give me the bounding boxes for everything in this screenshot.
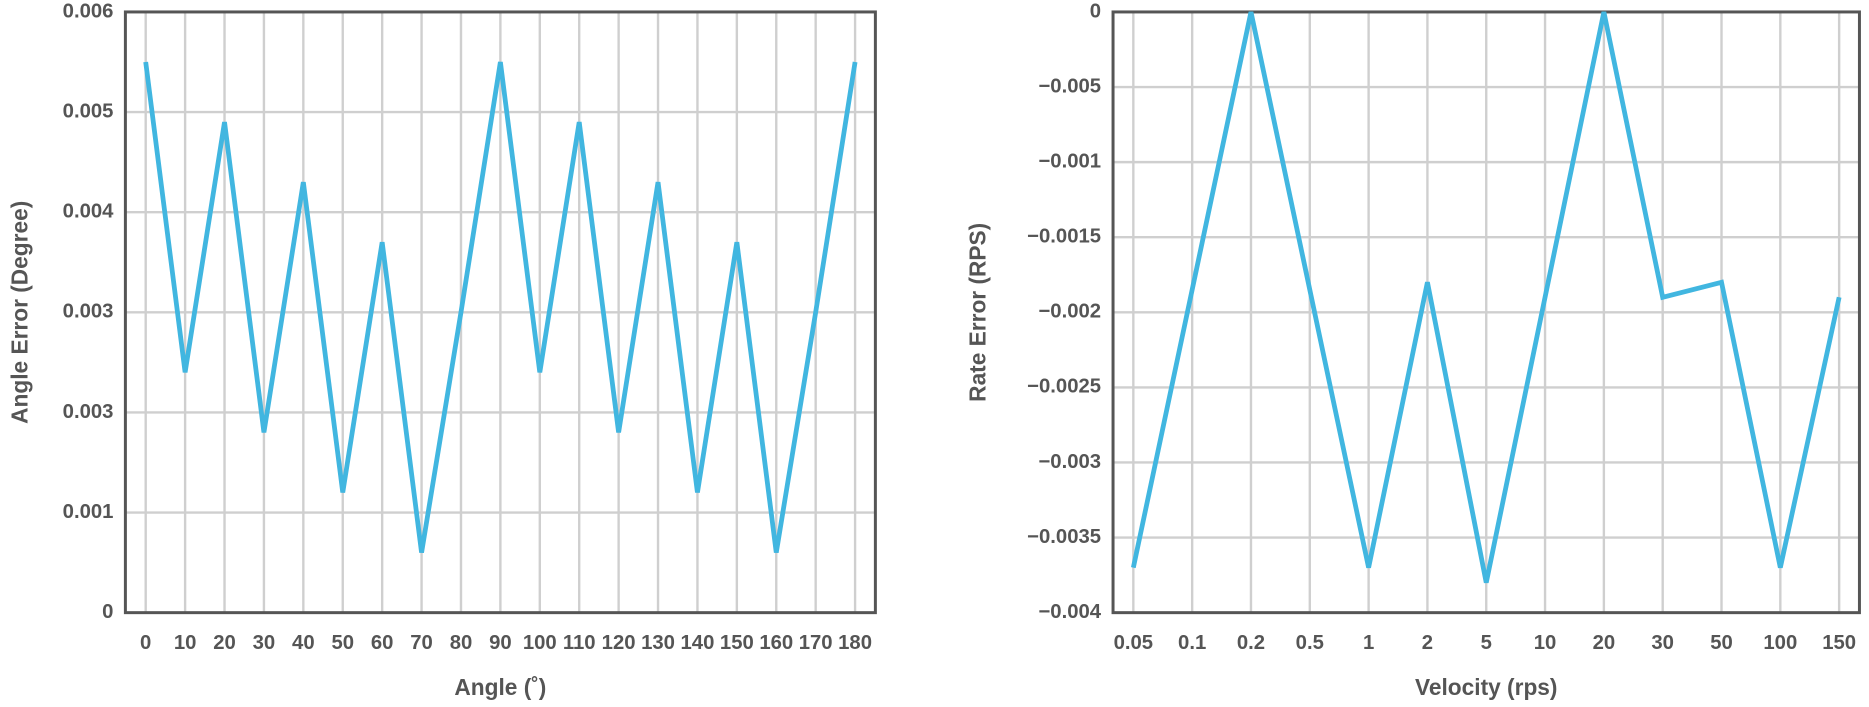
data-line xyxy=(1131,11,1842,584)
x-tick-label: 0 xyxy=(140,632,151,654)
x-tick-label: 110 xyxy=(563,632,596,654)
y-tick-label: 0.006 xyxy=(63,0,114,22)
x-tick-label: 0.2 xyxy=(1237,632,1265,654)
x-tick-label: 150 xyxy=(720,632,754,654)
y-tick-label: −0.005 xyxy=(1038,75,1101,97)
x-tick-label: 10 xyxy=(174,632,197,654)
y-tick-label: 0.003 xyxy=(63,301,114,323)
plot-border xyxy=(1111,10,1861,615)
x-tick-label: 30 xyxy=(253,632,276,654)
x-tick-label: 100 xyxy=(523,632,557,654)
x-tick-label: 120 xyxy=(602,632,636,654)
x-tick-label: 20 xyxy=(213,632,236,654)
y-tick-label: −0.0025 xyxy=(1027,376,1101,398)
x-tick-label: 0.05 xyxy=(1114,632,1154,654)
y-tick-label: 0 xyxy=(102,601,113,623)
x-tick-label: 1 xyxy=(1363,632,1374,654)
y-tick-label: 0 xyxy=(1090,0,1101,22)
x-tick-label: 160 xyxy=(759,632,793,654)
x-tick-label: 5 xyxy=(1481,632,1492,654)
x-tick-label: 130 xyxy=(641,632,675,654)
data-line xyxy=(143,61,858,553)
x-tick-label: 150 xyxy=(1822,632,1856,654)
x-tick-label: 20 xyxy=(1593,632,1616,654)
x-tick-label: 10 xyxy=(1534,632,1557,654)
plot-border xyxy=(123,10,877,615)
x-tick-label: 40 xyxy=(292,632,315,654)
x-tick-label: 140 xyxy=(681,632,715,654)
y-tick-label: −0.0035 xyxy=(1027,526,1101,548)
y-tick-label: 0.003 xyxy=(63,401,114,423)
x-tick-label: 50 xyxy=(331,632,354,654)
y-axis-label: Angle Error (Degree) xyxy=(6,201,32,424)
y-tick-label: 0.005 xyxy=(63,100,114,122)
x-tick-label: 100 xyxy=(1763,632,1797,654)
x-tick-label: 0.5 xyxy=(1296,632,1324,654)
y-tick-label: 0.004 xyxy=(63,201,115,223)
y-tick-label: 0.001 xyxy=(63,501,114,523)
x-tick-label: 0.1 xyxy=(1178,632,1206,654)
x-tick-label: 80 xyxy=(450,632,473,654)
x-tick-label: 60 xyxy=(371,632,394,654)
y-tick-label: −0.003 xyxy=(1038,451,1101,473)
y-tick-label: −0.004 xyxy=(1038,601,1101,623)
y-tick-label: −0.002 xyxy=(1038,301,1101,323)
x-tick-label: 70 xyxy=(410,632,433,654)
x-tick-label: 30 xyxy=(1651,632,1674,654)
x-tick-label: 180 xyxy=(838,632,872,654)
y-tick-label: −0.001 xyxy=(1038,150,1101,172)
y-axis-label: Rate Error (RPS) xyxy=(964,223,990,402)
x-axis-label: Angle (˚) xyxy=(454,674,546,700)
x-tick-label: 170 xyxy=(799,632,833,654)
x-tick-label: 2 xyxy=(1422,632,1433,654)
y-tick-label: −0.0015 xyxy=(1027,226,1101,248)
x-tick-label: 90 xyxy=(489,632,512,654)
x-axis-label: Velocity (rps) xyxy=(1415,674,1557,700)
x-tick-label: 50 xyxy=(1710,632,1733,654)
